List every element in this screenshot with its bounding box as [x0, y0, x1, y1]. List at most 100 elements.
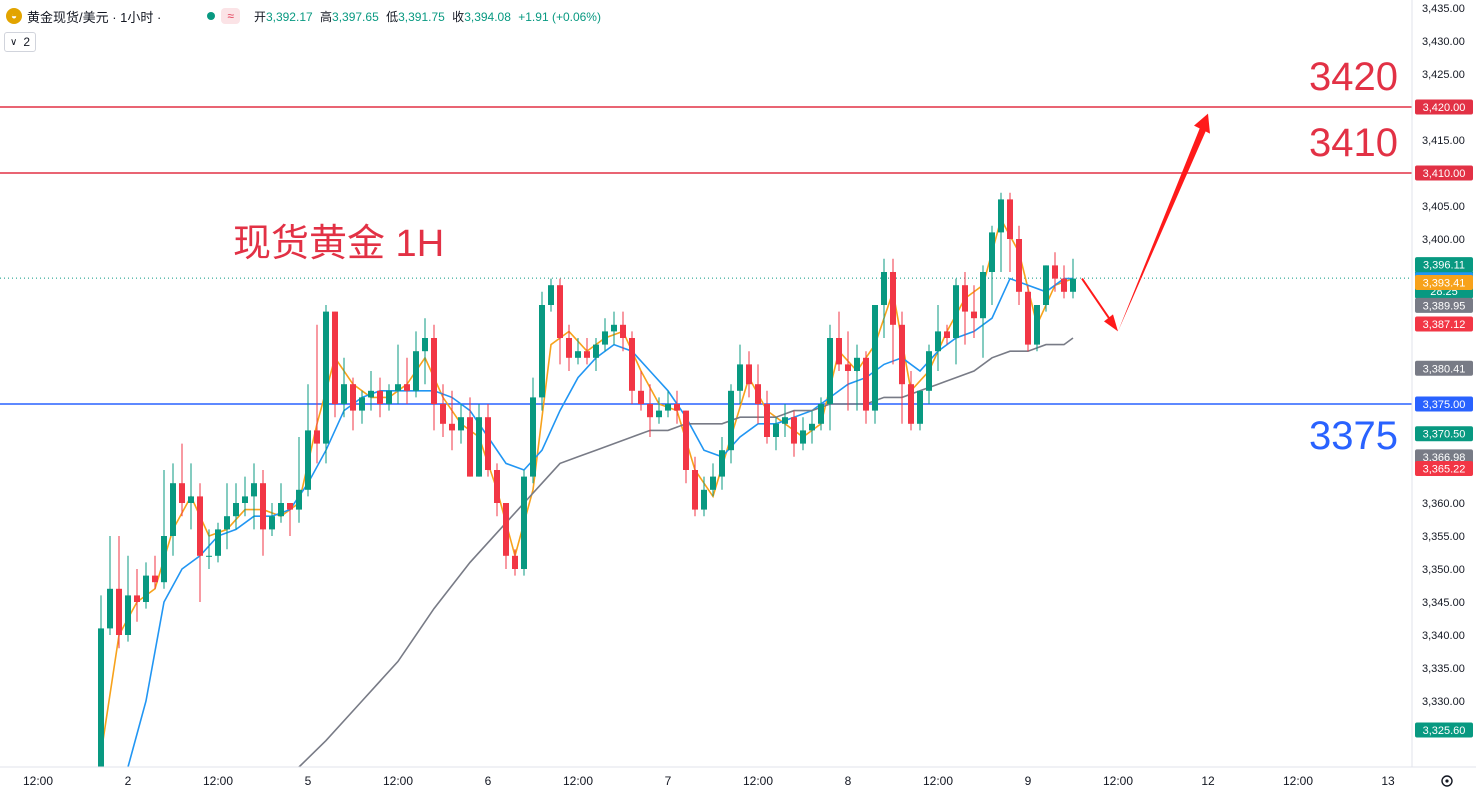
- candle-body: [107, 588, 113, 629]
- price-tag: 3,420.00: [1415, 99, 1473, 115]
- candle-body: [179, 483, 185, 503]
- candle-body: [917, 390, 923, 424]
- candle-body: [566, 338, 572, 358]
- level-label: 3420: [1309, 55, 1398, 99]
- candle: [881, 258, 887, 338]
- candle: [809, 410, 815, 444]
- price-tick-label: 3,355.00: [1422, 531, 1465, 543]
- candle: [953, 278, 959, 365]
- price-tag-label: 3,370.50: [1423, 429, 1466, 441]
- symbol-title[interactable]: 黄金现货/美元 · 1小时 ·: [27, 9, 162, 25]
- candle: [710, 463, 716, 497]
- candle: [125, 555, 131, 642]
- price-tag: 3,387.12: [1415, 316, 1473, 332]
- candle-body: [1070, 278, 1076, 292]
- indicators-toggle[interactable]: ∨ 2: [4, 32, 37, 52]
- candle: [350, 377, 356, 431]
- candle-body: [899, 324, 905, 385]
- candle: [629, 331, 635, 404]
- high-value: 3,397.65: [332, 9, 379, 24]
- candle: [1061, 265, 1067, 299]
- candle-body: [611, 324, 617, 332]
- candle: [440, 384, 446, 437]
- candle-body: [719, 450, 725, 477]
- candle: [935, 305, 941, 371]
- projection-arrow-up: [1118, 127, 1206, 332]
- price-tag-box: [1415, 257, 1473, 273]
- candle: [656, 397, 662, 424]
- candle: [188, 463, 194, 530]
- price-tick-label: 3,345.00: [1422, 597, 1465, 609]
- candle: [260, 470, 266, 556]
- candle-body: [206, 555, 212, 557]
- price-tag-label: 3,393.41: [1423, 277, 1466, 289]
- candle-body: [1052, 265, 1058, 279]
- candle-body: [755, 384, 761, 404]
- candle: [548, 278, 554, 312]
- candle-body: [782, 417, 788, 424]
- price-tag-label: 3,325.60: [1423, 725, 1466, 737]
- candle-body: [296, 489, 302, 510]
- close-label: 收: [452, 9, 465, 24]
- high-label: 高: [320, 9, 333, 24]
- candle: [1007, 192, 1013, 272]
- candle-body: [215, 529, 221, 556]
- price-tag-box: [1415, 449, 1473, 465]
- level-label: 3375: [1309, 414, 1398, 458]
- settings-gear-icon[interactable]: [1441, 775, 1453, 787]
- candle-body: [548, 285, 554, 305]
- candle-body: [413, 351, 419, 391]
- candle: [683, 410, 689, 484]
- candle: [494, 463, 500, 517]
- candle: [512, 549, 518, 576]
- candle: [971, 285, 977, 338]
- price-tag-box: [1415, 165, 1473, 181]
- candle-body: [638, 390, 644, 404]
- candle: [674, 390, 680, 424]
- candle: [143, 562, 149, 609]
- candle: [845, 331, 851, 411]
- change-value: +1.91 (+0.06%): [518, 9, 601, 24]
- candle: [296, 437, 302, 523]
- candle: [242, 476, 248, 517]
- candle: [179, 443, 185, 517]
- time-tick-label: 12:00: [923, 774, 953, 788]
- price-tick-label: 3,350.00: [1422, 564, 1465, 576]
- candle: [800, 417, 806, 451]
- candle: [395, 344, 401, 404]
- low-value: 3,391.75: [398, 9, 445, 24]
- time-tick-label: 12:00: [383, 774, 413, 788]
- price-tag-label: 3,375.00: [1423, 399, 1466, 411]
- price-tag: 3,410.00: [1415, 165, 1473, 181]
- candle-body: [674, 404, 680, 411]
- candle-body: [692, 470, 698, 510]
- candle-body: [926, 351, 932, 391]
- candle: [692, 456, 698, 517]
- candle-body: [872, 305, 878, 411]
- candle-body: [395, 384, 401, 391]
- data-status-badge[interactable]: ≈: [221, 8, 240, 24]
- time-tick-label: 12:00: [1283, 774, 1313, 788]
- price-tag: 3,365.22: [1415, 461, 1473, 477]
- chart-title: 现货黄金 1H: [233, 223, 444, 265]
- candle-body: [152, 575, 158, 583]
- candle: [449, 390, 455, 451]
- candle-body: [521, 476, 527, 569]
- candle-body: [350, 384, 356, 411]
- candle-body: [260, 483, 266, 530]
- candle: [917, 390, 923, 431]
- price-tick-label: 3,405.00: [1422, 201, 1465, 213]
- price-tick-label: 3,360.00: [1422, 498, 1465, 510]
- price-tag: 3,380.41: [1415, 360, 1473, 376]
- candle: [1034, 305, 1040, 352]
- candle-body: [764, 404, 770, 437]
- price-tag-label: 3,420.00: [1423, 102, 1466, 114]
- candle: [368, 371, 374, 411]
- price-tick-label: 3,425.00: [1422, 69, 1465, 81]
- candle-body: [791, 417, 797, 444]
- candle: [215, 522, 221, 563]
- price-tag-box: [1415, 360, 1473, 376]
- candle: [278, 483, 284, 523]
- price-tag-box: [1415, 426, 1473, 442]
